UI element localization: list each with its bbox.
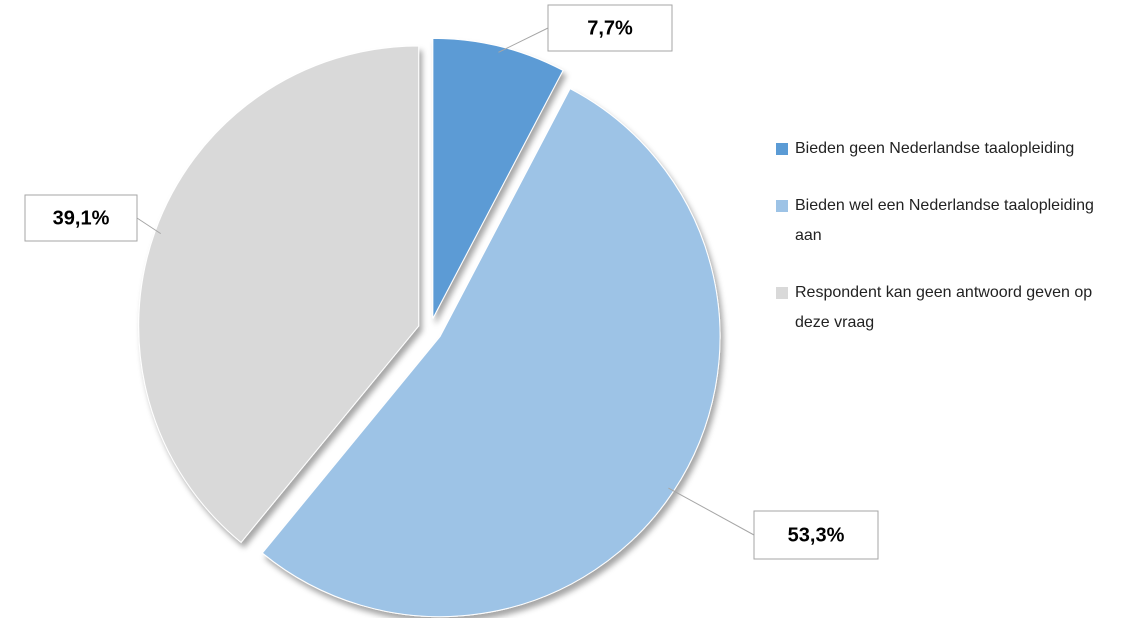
legend-label: Bieden geen Nederlandse taalopleiding — [795, 140, 1075, 157]
pie-slice — [138, 45, 420, 544]
pie-slice — [432, 37, 564, 319]
data-label: 53,3% — [788, 524, 845, 546]
legend-item: Bieden wel een Nederlandse taalopleiding… — [776, 191, 1106, 251]
legend: Bieden geen Nederlandse taalopleiding Bie… — [776, 134, 1106, 365]
leader-line — [668, 487, 755, 536]
leader-line — [498, 27, 549, 53]
legend-swatch — [776, 200, 788, 212]
legend-item: Respondent kan geen antwoord geven op de… — [776, 278, 1106, 338]
leader-line — [136, 217, 161, 235]
pie — [138, 37, 721, 618]
legend-swatch — [776, 287, 788, 299]
data-label: 39,1% — [53, 207, 110, 229]
data-label: 7,7% — [587, 17, 633, 39]
legend-label: Bieden wel een Nederlandse taalopleiding… — [795, 197, 1094, 244]
legend-item: Bieden geen Nederlandse taalopleiding — [776, 134, 1106, 164]
legend-label: Respondent kan geen antwoord geven op de… — [795, 284, 1093, 331]
label-box — [24, 194, 138, 242]
legend-swatch — [776, 143, 788, 155]
label-box — [753, 510, 879, 560]
label-box — [547, 4, 673, 52]
